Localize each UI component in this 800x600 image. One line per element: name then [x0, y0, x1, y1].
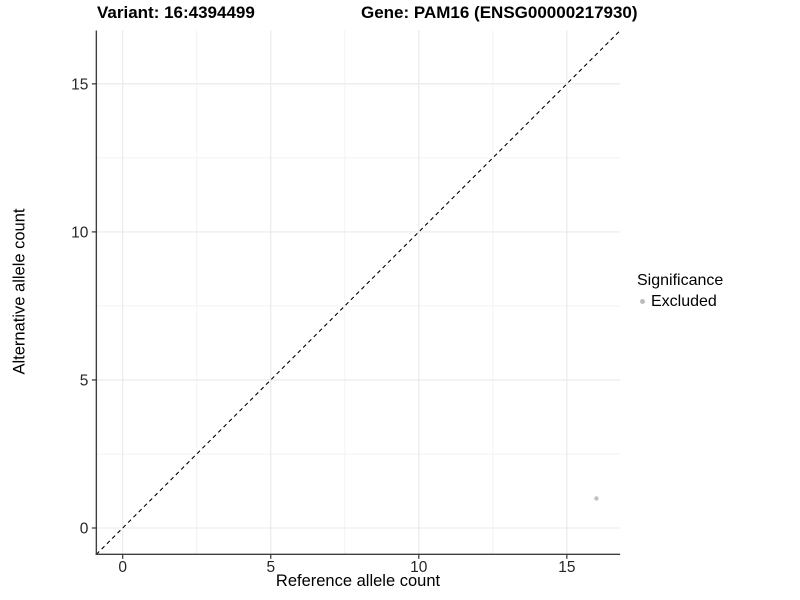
y-tick-label: 5	[80, 372, 89, 389]
x-tick-label: 5	[266, 559, 275, 576]
data-point	[594, 496, 599, 501]
y-axis-title: Alternative allele count	[10, 208, 29, 375]
x-tick-label: 15	[558, 559, 575, 576]
legend: Significance Excluded	[637, 271, 723, 311]
legend-title: Significance	[637, 272, 724, 289]
x-axis-title: Reference allele count	[275, 572, 441, 590]
y-tick-label: 15	[71, 76, 88, 93]
y-tick-label: 0	[80, 521, 89, 538]
y-tick-label: 10	[71, 224, 89, 241]
excluded-point-icon	[640, 299, 645, 304]
identity-line	[95, 30, 621, 555]
variant-title: Variant: 16:4394499	[97, 3, 255, 22]
x-tick-label: 0	[118, 559, 127, 576]
x-tick-label: 10	[410, 559, 428, 576]
legend-item-label: Excluded	[651, 293, 717, 310]
gene-title: Gene: PAM16 (ENSG00000217930)	[361, 3, 638, 22]
legend-item-excluded: Excluded	[637, 292, 723, 311]
